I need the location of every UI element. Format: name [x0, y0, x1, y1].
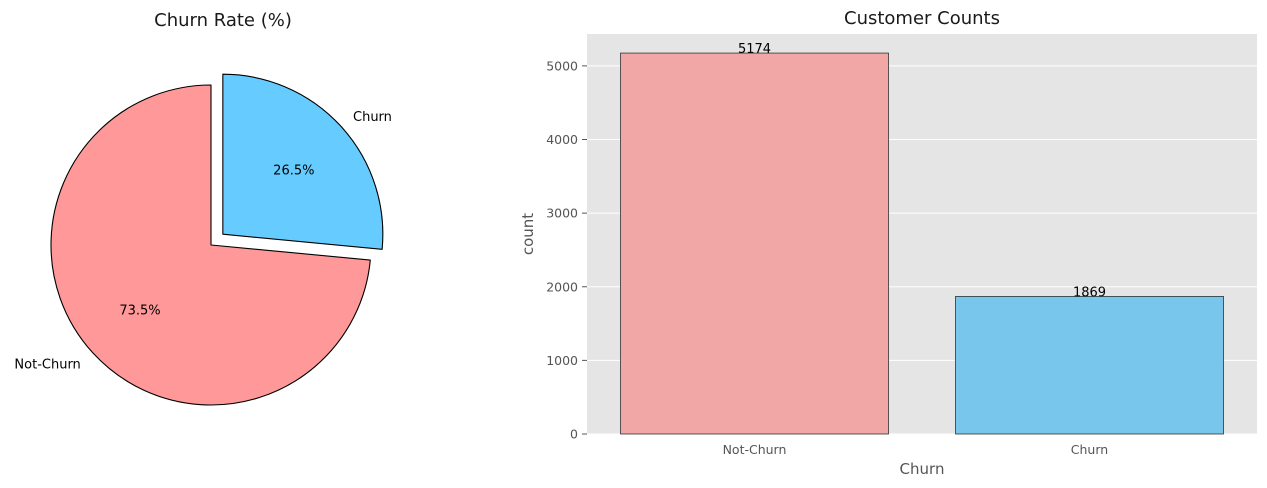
pie-title: Churn Rate (%) [154, 10, 292, 31]
y-axis-label: count [519, 213, 537, 255]
pie-slice-churn [222, 73, 384, 250]
x-tick-label: Not-Churn [723, 442, 787, 457]
y-tick-label: 3000 [546, 206, 578, 221]
pie-pct-churn: 26.5% [273, 164, 314, 179]
y-tick-label: 1000 [546, 353, 578, 368]
y-tick-label: 0 [570, 427, 578, 442]
bar-value-label: 1869 [1073, 285, 1106, 300]
bars [620, 52, 1224, 435]
y-tick-label: 2000 [546, 279, 578, 294]
bar-title: Customer Counts [844, 8, 1000, 29]
pie-pct-not-churn: 73.5% [119, 304, 160, 319]
bar-not-churn [620, 52, 889, 435]
pie-label-not-churn: Not-Churn [14, 357, 80, 372]
y-tick-label: 5000 [546, 58, 578, 73]
pie-slices [50, 73, 384, 406]
pie-chart: Churn Rate (%) Not-Churn Churn 73.5% 26.… [14, 10, 392, 406]
bar-chart: Customer Counts 0 1000 2000 3000 4000 50… [519, 8, 1257, 478]
x-axis-label: Churn [900, 460, 945, 478]
x-tick-label: Churn [1071, 442, 1108, 457]
bar-churn [955, 295, 1224, 435]
y-axis-ticks: 0 1000 2000 3000 4000 5000 [546, 58, 578, 441]
bar-value-label: 5174 [738, 42, 771, 57]
pie-slice-not-churn [50, 84, 371, 406]
y-tick-label: 4000 [546, 132, 578, 147]
pie-label-churn: Churn [353, 110, 392, 125]
